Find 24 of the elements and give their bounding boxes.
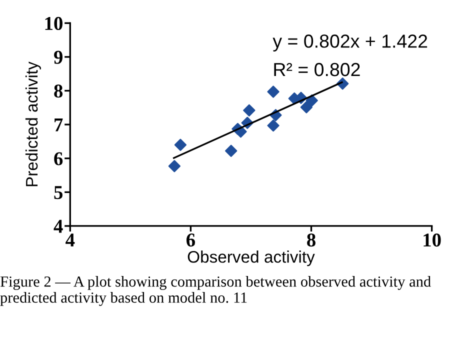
point (168, 160, 181, 172)
y-tick-label: 4 (54, 220, 63, 233)
y-tick-label: 10 (45, 16, 62, 30)
y-tick-label: 5 (54, 186, 62, 200)
point (267, 86, 280, 98)
x-tick-label: 6 (186, 234, 195, 247)
x-axis-title: Observed activity (188, 250, 315, 266)
y-tick-label: 9 (54, 50, 63, 64)
annotation: R² = 0.802 (274, 62, 360, 76)
point (174, 138, 187, 151)
y-axis-title: Predicted activity (25, 62, 41, 186)
x-tick-label: 10 (424, 233, 441, 247)
point (267, 119, 280, 132)
y-tick-label: 7 (54, 118, 63, 132)
point (300, 101, 313, 114)
caption: Figure 2 — A plot showing comparison between observed activity and predicted activity based on model no. 11 (0, 276, 431, 306)
point (225, 144, 238, 157)
y-tick-label: 6 (54, 152, 63, 166)
y-tick-label: 8 (54, 84, 63, 98)
x-tick-label: 4 (66, 234, 75, 246)
annotation: y = 0.802x + 1.422 (272, 34, 428, 52)
point (306, 94, 318, 107)
point (243, 104, 256, 116)
x-tick-label: 8 (307, 233, 316, 247)
